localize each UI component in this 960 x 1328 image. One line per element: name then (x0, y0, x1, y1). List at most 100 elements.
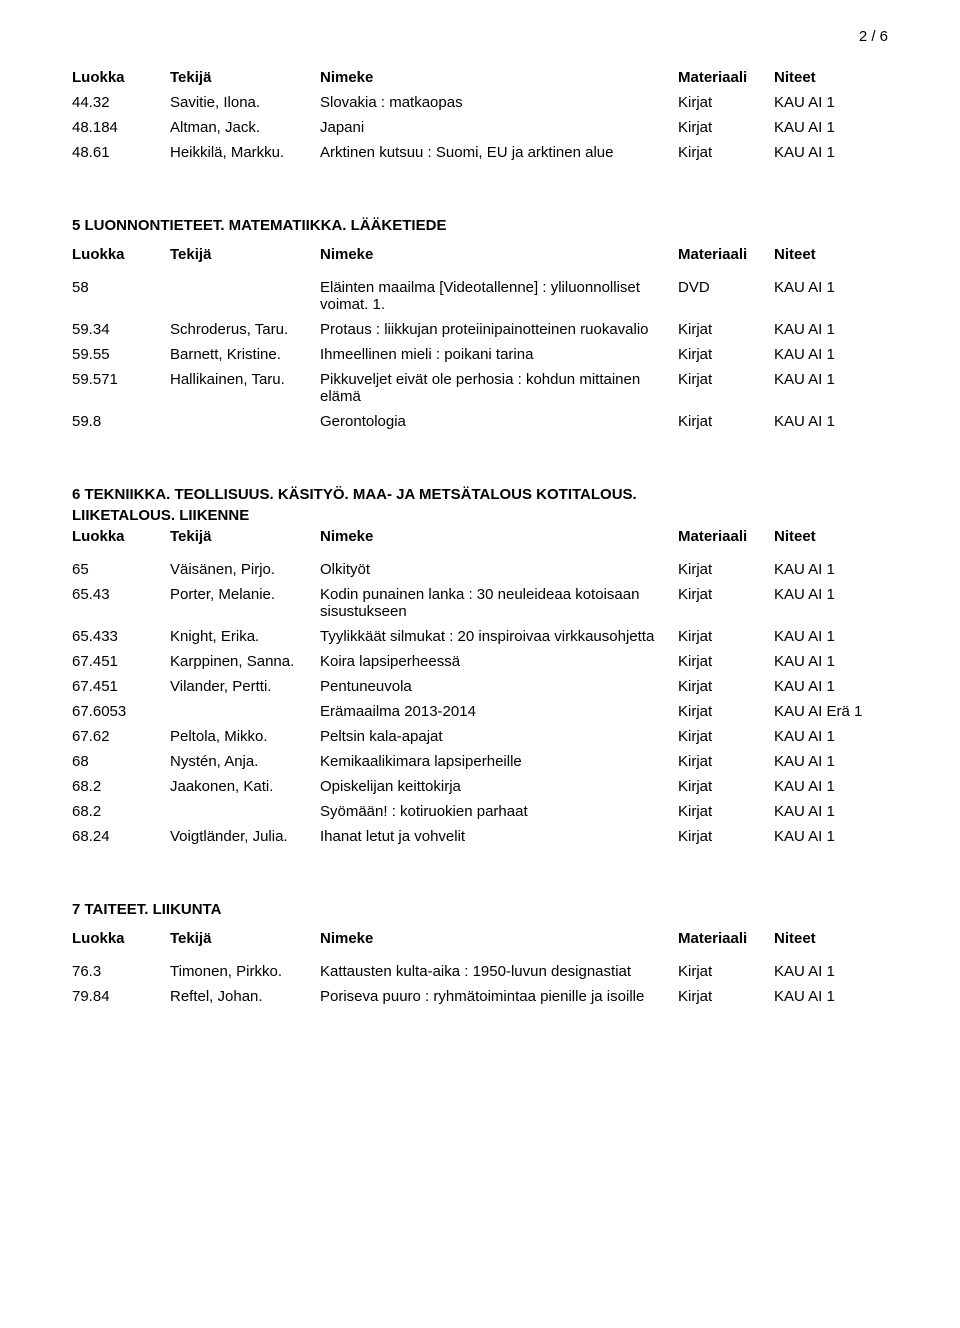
table-row: 65Väisänen, Pirjo.OlkityötKirjatKAU AI 1 (72, 561, 888, 578)
cell-nimeke: Ihmeellinen mieli : poikani tarina (320, 346, 678, 363)
table-row: 68.2Jaakonen, Kati.Opiskelijan keittokir… (72, 778, 888, 795)
table-row: 59.55Barnett, Kristine.Ihmeellinen mieli… (72, 346, 888, 363)
col-tekija: Tekijä (170, 930, 320, 947)
cell-nimeke: Pentuneuvola (320, 678, 678, 695)
cell-tekija: Hallikainen, Taru. (170, 371, 320, 388)
cell-niteet: KAU AI 1 (774, 94, 888, 111)
cell-luokka: 68.24 (72, 828, 170, 845)
cell-nimeke: Ihanat letut ja vohvelit (320, 828, 678, 845)
cell-niteet: KAU AI 1 (774, 561, 888, 578)
cell-luokka: 68.2 (72, 778, 170, 795)
cell-luokka: 79.84 (72, 988, 170, 1005)
col-materiaali: Materiaali (678, 69, 774, 86)
cell-nimeke: Kemikaalikimara lapsiperheille (320, 753, 678, 770)
cell-niteet: KAU AI 1 (774, 119, 888, 136)
cell-luokka: 76.3 (72, 963, 170, 980)
cell-nimeke: Opiskelijan keittokirja (320, 778, 678, 795)
cell-niteet: KAU AI 1 (774, 413, 888, 430)
cell-luokka: 65.43 (72, 586, 170, 603)
table-row: 79.84Reftel, Johan.Poriseva puuro : ryhm… (72, 988, 888, 1005)
cell-materiaali: Kirjat (678, 346, 774, 363)
cell-materiaali: Kirjat (678, 413, 774, 430)
cell-luokka: 67.451 (72, 653, 170, 670)
table-body: 65Väisänen, Pirjo.OlkityötKirjatKAU AI 1… (72, 561, 888, 845)
table-row: 67.62Peltola, Mikko.Peltsin kala-apajatK… (72, 728, 888, 745)
cell-niteet: KAU AI 1 (774, 753, 888, 770)
col-luokka: Luokka (72, 528, 170, 545)
cell-materiaali: Kirjat (678, 653, 774, 670)
cell-nimeke: Tyylikkäät silmukat : 20 inspiroivaa vir… (320, 628, 678, 645)
page-number: 2 / 6 (72, 28, 888, 45)
cell-luokka: 68 (72, 753, 170, 770)
cell-niteet: KAU AI 1 (774, 371, 888, 388)
cell-luokka: 65 (72, 561, 170, 578)
cell-nimeke: Olkityöt (320, 561, 678, 578)
table-header: Luokka Tekijä Nimeke Materiaali Niteet (72, 528, 888, 545)
cell-luokka: 65.433 (72, 628, 170, 645)
cell-tekija: Altman, Jack. (170, 119, 320, 136)
cell-materiaali: Kirjat (678, 144, 774, 161)
col-niteet: Niteet (774, 69, 888, 86)
cell-niteet: KAU AI 1 (774, 803, 888, 820)
table-header: Luokka Tekijä Nimeke Materiaali Niteet (72, 930, 888, 947)
cell-nimeke: Kattausten kulta-aika : 1950-luvun desig… (320, 963, 678, 980)
table-row: 68.2Syömään! : kotiruokien parhaatKirjat… (72, 803, 888, 820)
cell-luokka: 59.571 (72, 371, 170, 388)
col-nimeke: Nimeke (320, 69, 678, 86)
col-niteet: Niteet (774, 930, 888, 947)
section7-title: 7 TAITEET. LIIKUNTA (72, 901, 888, 918)
cell-niteet: KAU AI 1 (774, 728, 888, 745)
cell-materiaali: Kirjat (678, 678, 774, 695)
table-row: 65.43Porter, Melanie.Kodin punainen lank… (72, 586, 888, 620)
cell-luokka: 44.32 (72, 94, 170, 111)
cell-tekija: Knight, Erika. (170, 628, 320, 645)
cell-nimeke: Eläinten maailma [Videotallenne] : ylilu… (320, 279, 678, 313)
cell-materiaali: Kirjat (678, 119, 774, 136)
cell-luokka: 67.451 (72, 678, 170, 695)
cell-luokka: 67.62 (72, 728, 170, 745)
table-body: 44.32Savitie, Ilona.Slovakia : matkaopas… (72, 94, 888, 161)
table-body: 76.3Timonen, Pirkko.Kattausten kulta-aik… (72, 963, 888, 1005)
cell-tekija: Jaakonen, Kati. (170, 778, 320, 795)
cell-luokka: 48.61 (72, 144, 170, 161)
cell-niteet: KAU AI 1 (774, 963, 888, 980)
cell-niteet: KAU AI 1 (774, 828, 888, 845)
cell-nimeke: Poriseva puuro : ryhmätoimintaa pienille… (320, 988, 678, 1005)
col-luokka: Luokka (72, 930, 170, 947)
table-row: 76.3Timonen, Pirkko.Kattausten kulta-aik… (72, 963, 888, 980)
cell-luokka: 48.184 (72, 119, 170, 136)
cell-niteet: KAU AI 1 (774, 628, 888, 645)
col-luokka: Luokka (72, 69, 170, 86)
cell-luokka: 59.8 (72, 413, 170, 430)
table-body: 58 Eläinten maailma [Videotallenne] : yli… (72, 279, 888, 430)
cell-nimeke: Syömään! : kotiruokien parhaat (320, 803, 678, 820)
cell-materiaali: Kirjat (678, 703, 774, 720)
cell-niteet: KAU AI 1 (774, 778, 888, 795)
cell-materiaali: DVD (678, 279, 774, 296)
cell-materiaali: Kirjat (678, 728, 774, 745)
col-materiaali: Materiaali (678, 246, 774, 263)
cell-materiaali: Kirjat (678, 321, 774, 338)
cell-tekija: Porter, Melanie. (170, 586, 320, 603)
cell-materiaali: Kirjat (678, 586, 774, 603)
cell-niteet: KAU AI 1 (774, 144, 888, 161)
col-tekija: Tekijä (170, 69, 320, 86)
col-luokka: Luokka (72, 246, 170, 263)
cell-nimeke: Arktinen kutsuu : Suomi, EU ja arktinen … (320, 144, 678, 161)
col-materiaali: Materiaali (678, 930, 774, 947)
cell-tekija: Voigtländer, Julia. (170, 828, 320, 845)
cell-tekija: Barnett, Kristine. (170, 346, 320, 363)
section6-title-line1: 6 TEKNIIKKA. TEOLLISUUS. KÄSITYÖ. MAA- J… (72, 486, 888, 503)
cell-materiaali: Kirjat (678, 778, 774, 795)
cell-luokka: 59.55 (72, 346, 170, 363)
col-niteet: Niteet (774, 246, 888, 263)
table-row: 48.61Heikkilä, Markku.Arktinen kutsuu : … (72, 144, 888, 161)
section6-title-line2: LIIKETALOUS. LIIKENNE (72, 507, 888, 524)
cell-tekija: Väisänen, Pirjo. (170, 561, 320, 578)
cell-tekija: Savitie, Ilona. (170, 94, 320, 111)
cell-niteet: KAU AI 1 (774, 586, 888, 603)
cell-nimeke: Koira lapsiperheessä (320, 653, 678, 670)
table-row: 59.34Schroderus, Taru.Protaus : liikkuja… (72, 321, 888, 338)
cell-nimeke: Japani (320, 119, 678, 136)
cell-luokka: 58 (72, 279, 170, 296)
